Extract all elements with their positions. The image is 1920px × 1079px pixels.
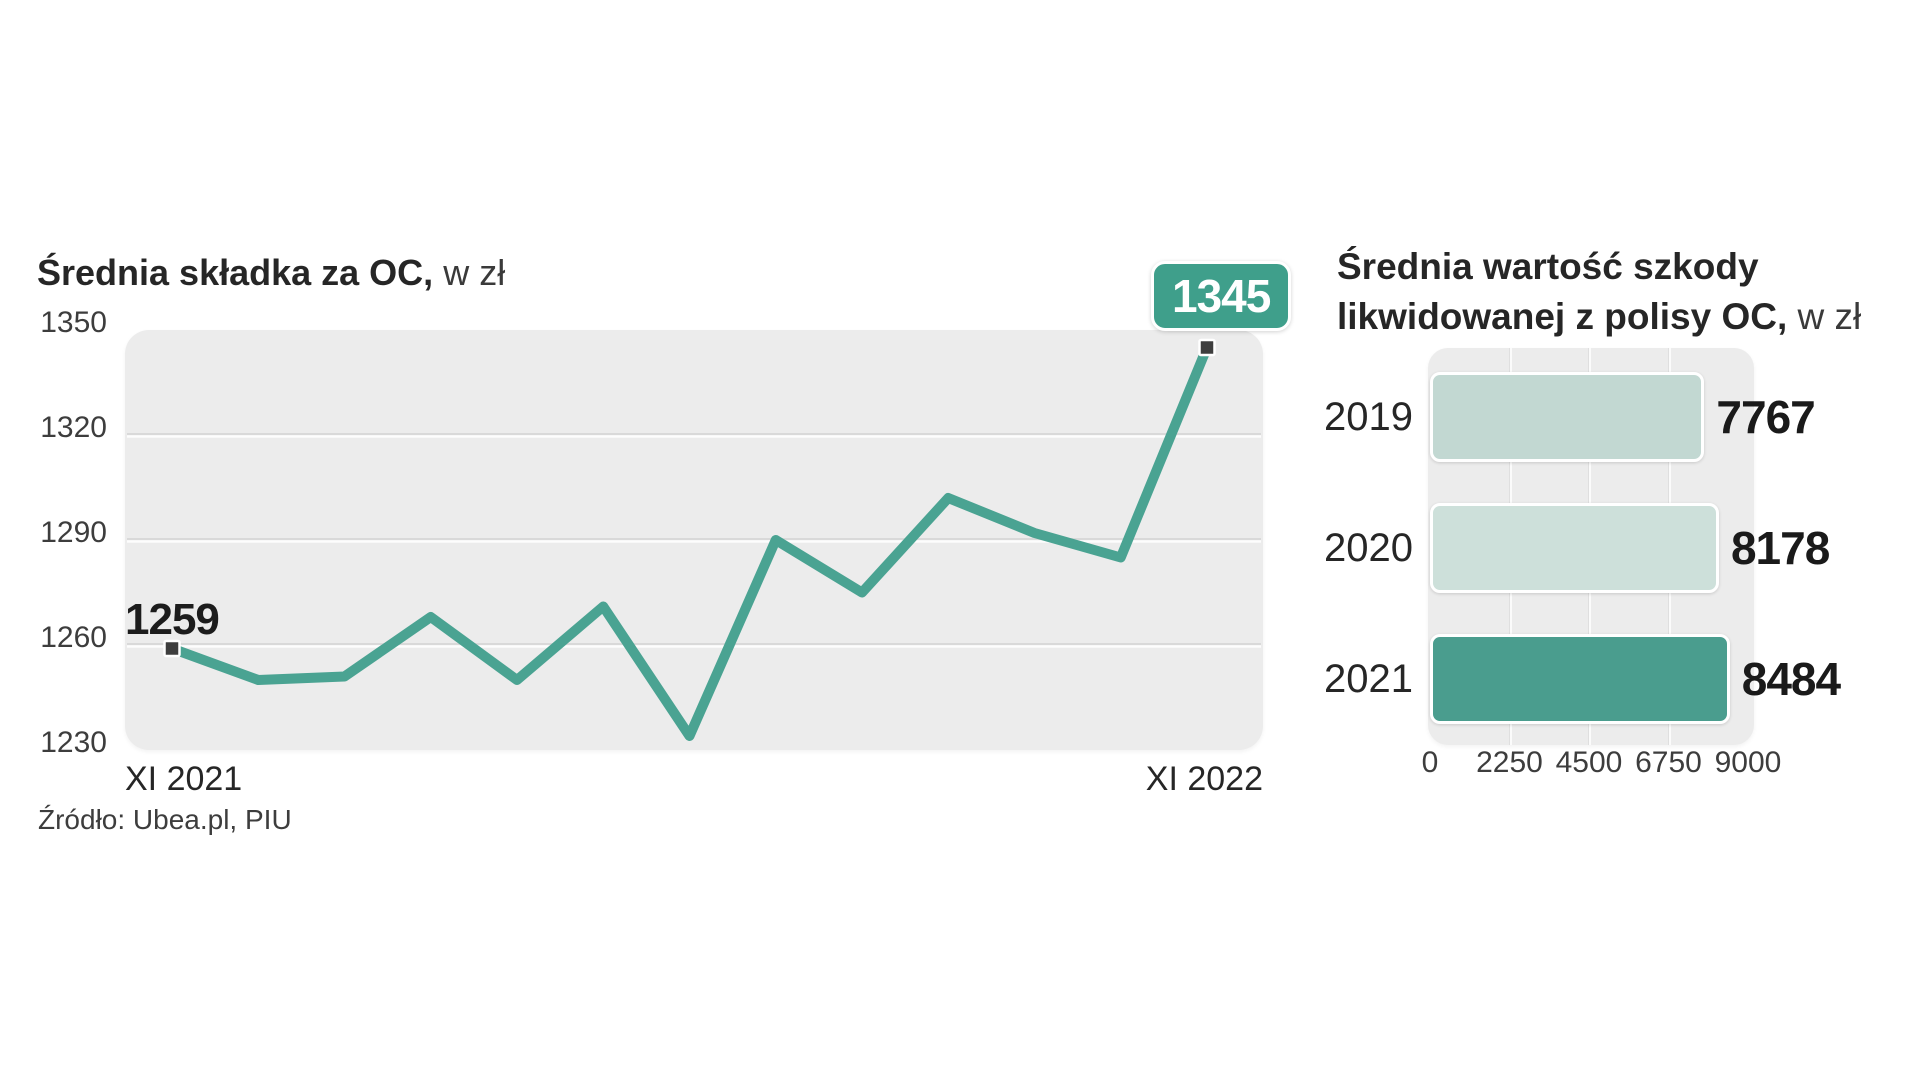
bar-2019 bbox=[1430, 372, 1705, 462]
line-chart-title: Średnia składka za OC, w zł bbox=[37, 248, 505, 298]
bar-category-label: 2019 bbox=[1324, 395, 1413, 439]
bar-2021 bbox=[1430, 634, 1730, 724]
bar-chart-title: Średnia wartość szkody likwidowanej z pol… bbox=[1337, 242, 1861, 342]
bar-value-label: 7767 bbox=[1716, 391, 1815, 443]
bar-category-label: 2020 bbox=[1324, 526, 1413, 570]
bar-category-label: 2021 bbox=[1324, 657, 1413, 701]
bar-value-label: 8178 bbox=[1730, 522, 1830, 574]
line-x-axis-label-last: XI 2022 bbox=[1145, 760, 1263, 798]
line-end-value-badge: 1345 bbox=[1151, 261, 1292, 331]
line-series-path bbox=[167, 342, 1212, 741]
line-start-value-label: 1259 bbox=[125, 595, 220, 644]
bar-x-tick-label: 2250 bbox=[1476, 746, 1543, 779]
bar-chart-title-line2: likwidowanej z polisy OC, bbox=[1337, 296, 1788, 337]
bar-2020 bbox=[1430, 503, 1719, 593]
line-chart-title-unit: w zł bbox=[433, 252, 506, 293]
line-y-tick-label: 1290 bbox=[40, 516, 107, 549]
bar-x-tick-label: 0 bbox=[1421, 746, 1439, 779]
line-series-svg bbox=[127, 338, 1261, 741]
line-start-marker bbox=[163, 639, 181, 658]
line-chart-title-main: Średnia składka za OC, bbox=[37, 252, 434, 293]
bar-chart-title-unit: w zł bbox=[1787, 296, 1862, 337]
bar-x-tick-label: 6750 bbox=[1635, 746, 1702, 779]
line-y-tick-label: 1320 bbox=[40, 411, 107, 444]
bar-x-tick-label: 9000 bbox=[1714, 746, 1782, 779]
source-note: Źródło: Ubea.pl, PIU bbox=[38, 804, 292, 835]
line-end-marker bbox=[1198, 338, 1216, 357]
bar-chart-title-line1: Średnia wartość szkody bbox=[1337, 246, 1759, 287]
line-y-tick-label: 1230 bbox=[40, 726, 107, 759]
bar-x-tick-label: 4500 bbox=[1555, 746, 1623, 779]
line-y-tick-label: 1350 bbox=[40, 306, 107, 339]
bar-value-label: 8484 bbox=[1741, 653, 1841, 705]
line-x-axis-label-first: XI 2021 bbox=[125, 760, 243, 798]
line-chart-plot-area bbox=[125, 330, 1263, 750]
line-y-tick-label: 1260 bbox=[40, 621, 107, 654]
line-chart-y-axis: 1350 1320 1290 1260 1230 bbox=[0, 306, 112, 759]
